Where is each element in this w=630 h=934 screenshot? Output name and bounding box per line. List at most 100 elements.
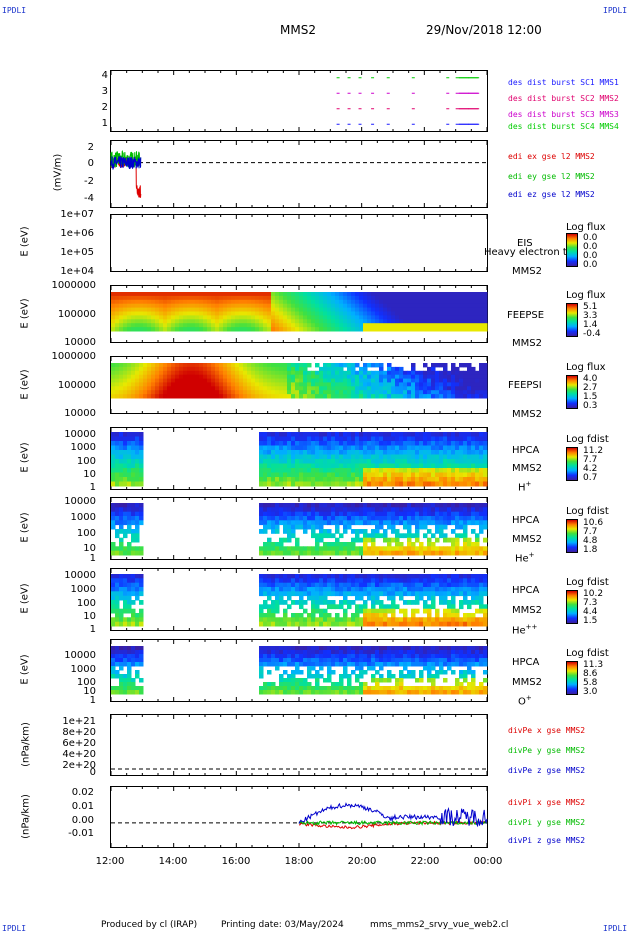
hpca-cell <box>459 459 464 464</box>
feepse-cell <box>167 319 172 324</box>
feepsi-cell <box>463 382 468 387</box>
feepse-cell <box>139 307 144 312</box>
hpca-cell <box>271 574 276 579</box>
feepsi-cell <box>215 366 220 372</box>
hpca-cell <box>403 608 408 614</box>
hpca-cell <box>271 441 276 446</box>
hpca-cell <box>287 662 292 667</box>
feepse-cell <box>303 292 308 297</box>
hpca-cell <box>395 472 400 478</box>
hpca-cell <box>295 441 300 446</box>
feepsi-cell <box>443 386 448 391</box>
hpca-cell <box>291 481 296 487</box>
feepse-cell <box>359 315 364 320</box>
hpca-cell <box>111 468 116 473</box>
feepse-cell <box>143 303 148 309</box>
feepsi-cell <box>367 394 372 399</box>
hpca-cell <box>307 441 312 446</box>
feepse-cell <box>363 307 368 312</box>
hpca-cell <box>123 600 128 605</box>
feepse-cell <box>451 292 456 297</box>
feepse-cell <box>235 327 240 332</box>
hpca-cell <box>127 686 132 691</box>
feepsi-cell <box>167 386 172 391</box>
feepse-cell <box>355 319 360 324</box>
feepse-cell <box>355 315 360 320</box>
hpca-cell <box>395 621 400 627</box>
hpca-o-ytick-1e2: 100 <box>76 677 96 688</box>
hpca-cell <box>455 477 460 482</box>
hpca-cell <box>375 481 380 487</box>
feepsi-cell <box>375 363 380 368</box>
feepse-cell <box>203 307 208 312</box>
feepsi-cell <box>315 390 320 395</box>
hpca-o-ytick-1e3: 1000 <box>70 664 96 675</box>
hpca-cell <box>447 511 452 517</box>
hpca-cell <box>431 587 436 592</box>
hpca-cell <box>291 450 296 455</box>
hpca-cell <box>139 658 144 663</box>
feepse-cell <box>427 292 432 297</box>
hpca-o-ytick-1: 1 <box>89 695 96 706</box>
feepse-ytick-1e6: 1000000 <box>51 280 96 291</box>
hpca-cell <box>419 441 424 446</box>
feepse-cell <box>387 327 392 332</box>
hpca-cell <box>343 542 348 547</box>
hpca-cell <box>419 503 424 508</box>
hpca-cell <box>339 546 344 552</box>
feepsi-cell <box>479 374 484 380</box>
hpca-cell <box>351 587 356 592</box>
feepsi-cell <box>299 374 304 380</box>
hpca-cell <box>407 463 412 469</box>
hpca-cell <box>263 481 268 487</box>
hpca-cell <box>443 608 448 614</box>
hpca-cell <box>435 578 440 584</box>
hpca-cell <box>411 587 416 592</box>
hpca-cell <box>267 587 272 592</box>
feepse-cell <box>143 327 148 332</box>
hpca-cell <box>271 686 276 691</box>
hpca-cell <box>479 578 484 584</box>
hpca-hepp-spacecraft-label: MMS2 <box>512 605 542 616</box>
feepsi-cell <box>247 366 252 372</box>
feepse-cell <box>359 323 364 328</box>
hpca-cell <box>111 436 116 442</box>
hpca-cell <box>267 613 272 618</box>
feepsi-cell <box>179 386 184 391</box>
feepsi-cell <box>147 363 152 368</box>
hpca-cell <box>291 686 296 691</box>
hpca-cell <box>339 516 344 521</box>
hpca-cell <box>319 511 324 517</box>
hpca-cell <box>399 481 404 487</box>
hpca-cell <box>123 686 128 691</box>
hpca-cell <box>123 654 128 659</box>
hpca-cell <box>463 432 468 437</box>
hpca-cell <box>347 516 352 521</box>
hpca-cell <box>139 686 144 691</box>
feepsi-cell <box>407 390 412 395</box>
feepse-cell <box>443 323 448 328</box>
hpca-cell <box>319 520 324 526</box>
hpca-h-ytick-1e1: 10 <box>83 469 96 480</box>
feepse-cell <box>171 292 176 297</box>
hpca-he-ytick-1: 1 <box>89 553 96 564</box>
feepsi-cell <box>267 394 272 399</box>
feepse-cell <box>347 307 352 312</box>
hpca-cell <box>135 463 140 469</box>
hpca-cell <box>323 459 328 464</box>
feepse-cell <box>391 319 396 324</box>
hpca-cell <box>327 454 332 460</box>
hpca-cell <box>303 511 308 517</box>
feepse-cell <box>207 319 212 324</box>
divpi-ytick-000: 0.00 <box>71 815 94 826</box>
feepse-cell <box>231 303 236 309</box>
hpca-cell <box>395 516 400 521</box>
feepse-cell <box>399 319 404 324</box>
hpca-cell <box>323 533 328 539</box>
hpca-cell <box>299 445 304 451</box>
feepsi-cell <box>315 394 320 399</box>
feepsi-cell <box>371 363 376 368</box>
feepse-cell <box>455 315 460 320</box>
hpca-cell <box>467 591 472 597</box>
hpca-cell <box>299 503 304 508</box>
